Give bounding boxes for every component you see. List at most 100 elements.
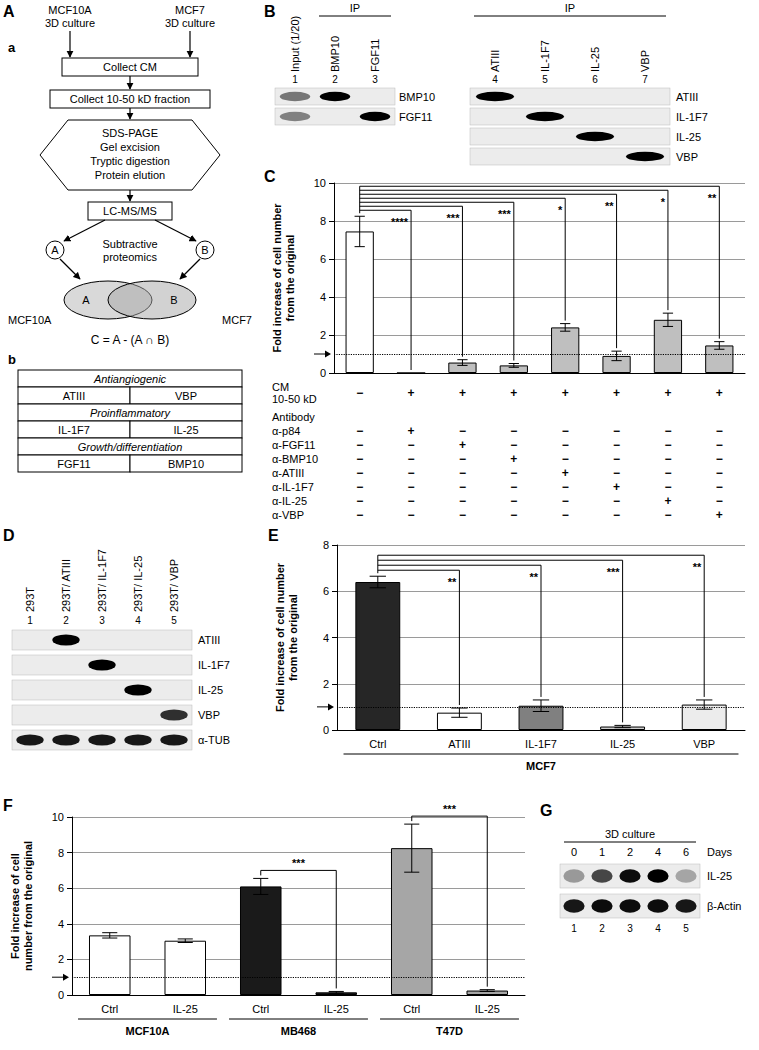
svg-text:F: F [3, 797, 13, 814]
svg-text:IP: IP [350, 2, 360, 14]
svg-text:ATIII: ATIII [63, 390, 85, 402]
svg-text:−: − [562, 424, 569, 438]
svg-text:Input (1/20): Input (1/20) [289, 16, 301, 72]
svg-text:IL-25: IL-25 [589, 47, 601, 72]
svg-text:G: G [540, 802, 552, 819]
svg-text:Tryptic digestion: Tryptic digestion [90, 155, 170, 167]
svg-text:BMP10: BMP10 [168, 458, 204, 470]
svg-text:Collect 10-50 kD fraction: Collect 10-50 kD fraction [70, 93, 190, 105]
svg-text:2: 2 [599, 923, 605, 934]
svg-text:C = A - (A ∩ B): C = A - (A ∩ B) [91, 333, 169, 347]
svg-text:−: − [510, 438, 517, 452]
svg-text:293T: 293T [24, 587, 36, 612]
svg-text:6: 6 [320, 253, 326, 265]
svg-text:+: + [510, 386, 517, 400]
svg-text:0: 0 [323, 724, 329, 736]
svg-text:T47D: T47D [436, 1025, 463, 1037]
svg-text:10-50 kD: 10-50 kD [272, 393, 317, 405]
svg-text:−: − [459, 424, 466, 438]
svg-text:A: A [82, 294, 90, 306]
svg-text:IL-25: IL-25 [324, 1003, 349, 1015]
svg-text:α-IL-25: α-IL-25 [272, 495, 307, 507]
svg-text:a: a [8, 40, 16, 55]
svg-text:+: + [664, 494, 671, 508]
svg-text:+: + [510, 452, 517, 466]
svg-text:IL-25: IL-25 [173, 1003, 198, 1015]
svg-text:number from the original: number from the original [22, 841, 34, 971]
svg-text:−: − [613, 508, 620, 522]
svg-text:B: B [170, 294, 177, 306]
svg-text:α-FGF11: α-FGF11 [272, 439, 315, 451]
svg-text:4: 4 [58, 918, 64, 930]
svg-text:**: ** [693, 561, 702, 573]
svg-text:−: − [716, 466, 723, 480]
svg-text:Fold increase of cell number: Fold increase of cell number [274, 562, 286, 712]
svg-text:from the original: from the original [287, 594, 299, 681]
svg-text:−: − [356, 494, 363, 508]
svg-text:−: − [510, 424, 517, 438]
svg-text:−: − [408, 480, 415, 494]
svg-text:−: − [459, 452, 466, 466]
svg-text:+: + [459, 438, 466, 452]
svg-text:8: 8 [58, 847, 64, 859]
svg-text:4: 4 [655, 846, 661, 858]
svg-text:1: 1 [27, 615, 33, 626]
svg-text:1: 1 [292, 74, 298, 85]
svg-text:Proinflammatory: Proinflammatory [90, 407, 172, 419]
svg-text:−: − [613, 452, 620, 466]
svg-text:C: C [264, 168, 276, 185]
svg-text:A: A [3, 3, 15, 20]
svg-text:B: B [201, 244, 208, 256]
svg-text:+: + [664, 386, 671, 400]
svg-text:β-Actin: β-Actin [707, 900, 741, 912]
svg-text:BMP10: BMP10 [329, 36, 341, 72]
svg-text:293T/ ATIII: 293T/ ATIII [60, 559, 72, 612]
svg-text:−: − [613, 466, 620, 480]
svg-text:−: − [408, 494, 415, 508]
svg-text:****: **** [391, 216, 409, 228]
svg-text:293T/ VBP: 293T/ VBP [168, 559, 180, 612]
svg-text:Ctrl: Ctrl [252, 1003, 269, 1015]
svg-text:Collect CM: Collect CM [103, 61, 157, 73]
svg-text:1: 1 [571, 923, 577, 934]
svg-text:IL-25: IL-25 [475, 1003, 500, 1015]
svg-text:0: 0 [58, 989, 64, 1001]
svg-text:**: ** [448, 576, 457, 588]
svg-text:3D culture: 3D culture [605, 828, 655, 840]
svg-text:−: − [664, 438, 671, 452]
svg-text:E: E [268, 527, 279, 544]
svg-text:−: − [664, 480, 671, 494]
svg-text:VBP: VBP [639, 50, 651, 72]
svg-text:4: 4 [655, 923, 661, 934]
svg-text:−: − [510, 494, 517, 508]
svg-text:8: 8 [320, 215, 326, 227]
svg-text:A: A [51, 244, 59, 256]
svg-text:−: − [562, 508, 569, 522]
svg-text:α-ATIII: α-ATIII [272, 467, 304, 479]
svg-text:−: − [459, 480, 466, 494]
svg-text:−: − [664, 452, 671, 466]
svg-text:−: − [510, 480, 517, 494]
svg-text:3: 3 [372, 74, 378, 85]
svg-text:3: 3 [627, 923, 633, 934]
svg-text:FGF11: FGF11 [399, 111, 432, 123]
svg-text:+: + [408, 386, 415, 400]
svg-text:*: * [661, 196, 666, 208]
svg-text:***: *** [607, 566, 621, 578]
svg-text:α-BMP10: α-BMP10 [272, 453, 318, 465]
svg-text:−: − [613, 494, 620, 508]
svg-text:MCF7: MCF7 [526, 760, 556, 772]
svg-text:293T/ IL-1F7: 293T/ IL-1F7 [96, 549, 108, 612]
svg-text:MCF10A: MCF10A [8, 314, 52, 326]
svg-text:proteomics: proteomics [103, 251, 157, 263]
svg-text:−: − [664, 466, 671, 480]
svg-text:6: 6 [592, 74, 598, 85]
svg-text:***: *** [447, 212, 461, 224]
svg-text:IL-1F7: IL-1F7 [525, 738, 557, 750]
svg-text:Ctrl: Ctrl [101, 1003, 118, 1015]
svg-text:−: − [459, 494, 466, 508]
svg-text:MCF7: MCF7 [175, 4, 205, 16]
svg-text:5: 5 [171, 615, 177, 626]
svg-text:4: 4 [320, 291, 326, 303]
svg-text:**: ** [605, 200, 614, 212]
